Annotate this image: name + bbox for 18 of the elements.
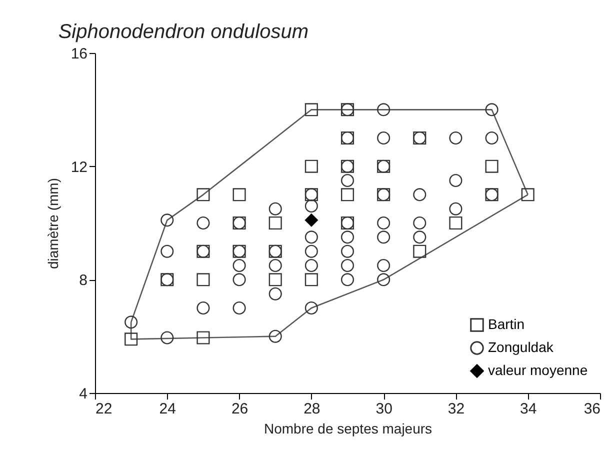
y-tick-label: 12	[70, 158, 88, 176]
y-tick-label: 16	[70, 46, 88, 62]
chart-title: Siphonodendron ondulosum	[58, 21, 309, 43]
x-tick-label: 32	[448, 400, 465, 418]
x-tick-label: 36	[584, 400, 600, 418]
legend-label: valeur moyenne	[488, 362, 588, 378]
y-tick-label: 8	[79, 272, 88, 290]
x-tick-label: 22	[96, 400, 112, 418]
y-tick-label: 4	[79, 386, 88, 402]
x-tick-label: 26	[231, 400, 248, 418]
x-tick-label: 30	[376, 400, 392, 418]
x-tick-label: 24	[159, 400, 176, 418]
y-axis-title: diamètre (mm)	[44, 178, 61, 270]
x-tick-label: 34	[520, 400, 537, 418]
legend-label: Zonguldak	[488, 339, 554, 355]
x-tick-label: 28	[304, 400, 320, 418]
x-axis-title: Nombre de septes majeurs	[264, 420, 432, 436]
legend-label: Bartin	[488, 316, 525, 332]
